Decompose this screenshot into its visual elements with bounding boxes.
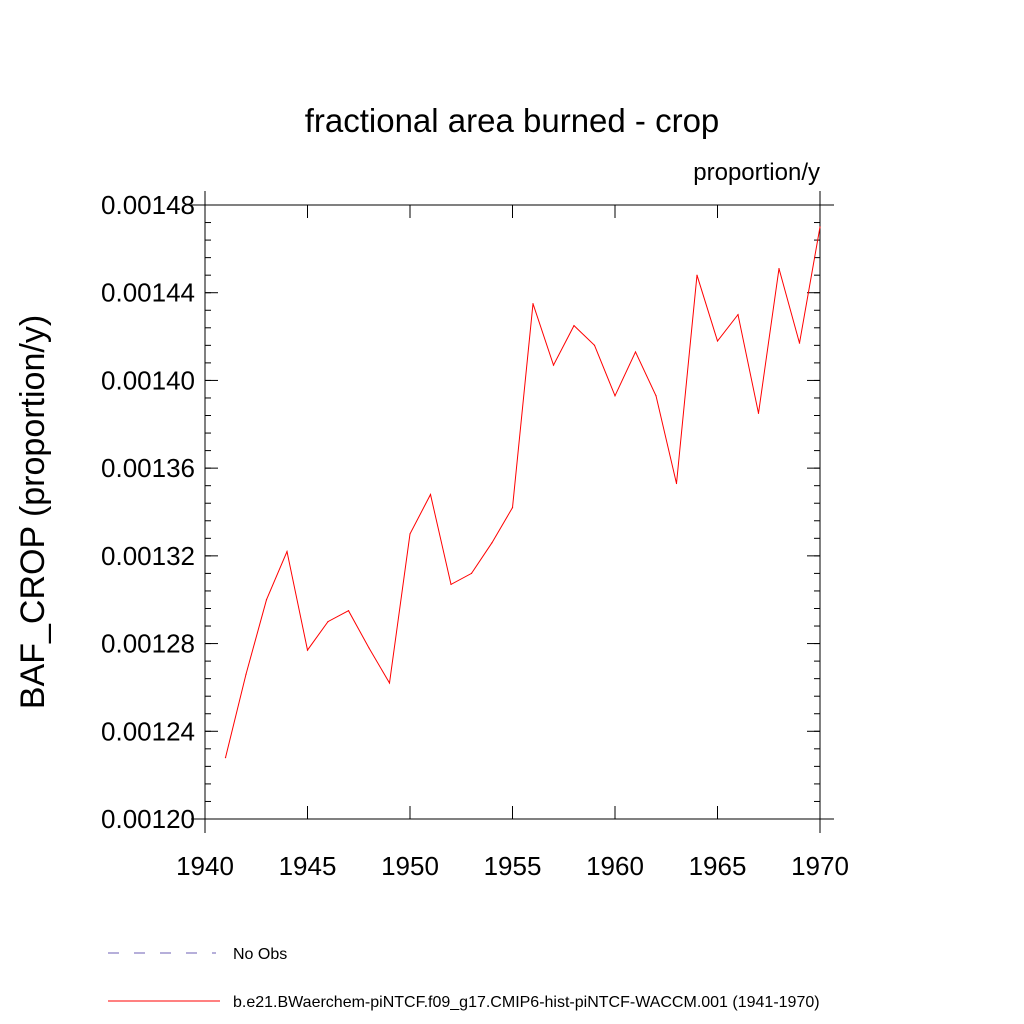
data-point [245, 673, 247, 675]
data-point [675, 482, 678, 485]
series-layer [224, 226, 821, 759]
data-point [450, 583, 452, 585]
x-tick-label: 1945 [279, 851, 337, 881]
data-point [532, 303, 534, 305]
x-tick-label: 1970 [791, 851, 849, 881]
x-tick-label: 1940 [176, 851, 234, 881]
data-point [716, 340, 719, 342]
series-line-0 [225, 226, 821, 758]
x-tick-label: 1960 [586, 851, 644, 881]
units-label: proportion/y [693, 159, 820, 186]
y-tick-label: 0.00144 [101, 278, 195, 308]
y-tick-label: 0.00124 [101, 716, 195, 746]
y-tick-label: 0.00120 [101, 804, 195, 834]
data-point [696, 274, 698, 276]
legend-label-no-obs: No Obs [233, 946, 287, 963]
data-point [347, 610, 350, 612]
legend: No Obs b.e21.BWaerchem-piNTCF.f09_g17.CM… [108, 946, 820, 1011]
y-tick-label: 0.00128 [101, 629, 195, 659]
y-tick-label: 0.00148 [101, 190, 195, 220]
y-tick-label: 0.00132 [101, 541, 195, 571]
data-point [655, 395, 657, 397]
data-point [388, 682, 391, 684]
data-point [409, 533, 411, 535]
x-tick-label: 1950 [381, 851, 439, 881]
data-point [470, 572, 473, 575]
y-tick-label: 0.00136 [101, 453, 195, 483]
data-point [573, 325, 575, 327]
data-point [327, 621, 329, 623]
data-point [224, 757, 227, 759]
x-tick-label: 1955 [484, 851, 542, 881]
data-point [593, 344, 596, 346]
data-point [757, 412, 760, 414]
y-axis-label: BAF_CROP (proportion/y) [14, 315, 52, 709]
x-tick-label: 1965 [689, 851, 747, 881]
axes: 0.00120 0.00124 0.00128 0.00132 0.00136 0.001… [101, 190, 849, 881]
data-point [265, 599, 268, 601]
legend-label-model: b.e21.BWaerchem-piNTCF.f09_g17.CMIP6-his… [233, 994, 820, 1011]
data-point [491, 542, 493, 544]
data-point [778, 267, 780, 270]
chart-title: fractional area burned - crop [305, 102, 720, 139]
y-tick-label: 0.00140 [101, 365, 195, 395]
data-point [511, 507, 514, 509]
data-point [429, 493, 432, 496]
data-point [737, 314, 739, 316]
data-point [306, 649, 309, 651]
data-point [819, 226, 821, 228]
data-point [286, 550, 288, 553]
data-point [614, 395, 616, 397]
data-point [368, 647, 370, 649]
data-point [634, 351, 637, 353]
data-point [798, 342, 801, 344]
data-point [552, 364, 555, 366]
